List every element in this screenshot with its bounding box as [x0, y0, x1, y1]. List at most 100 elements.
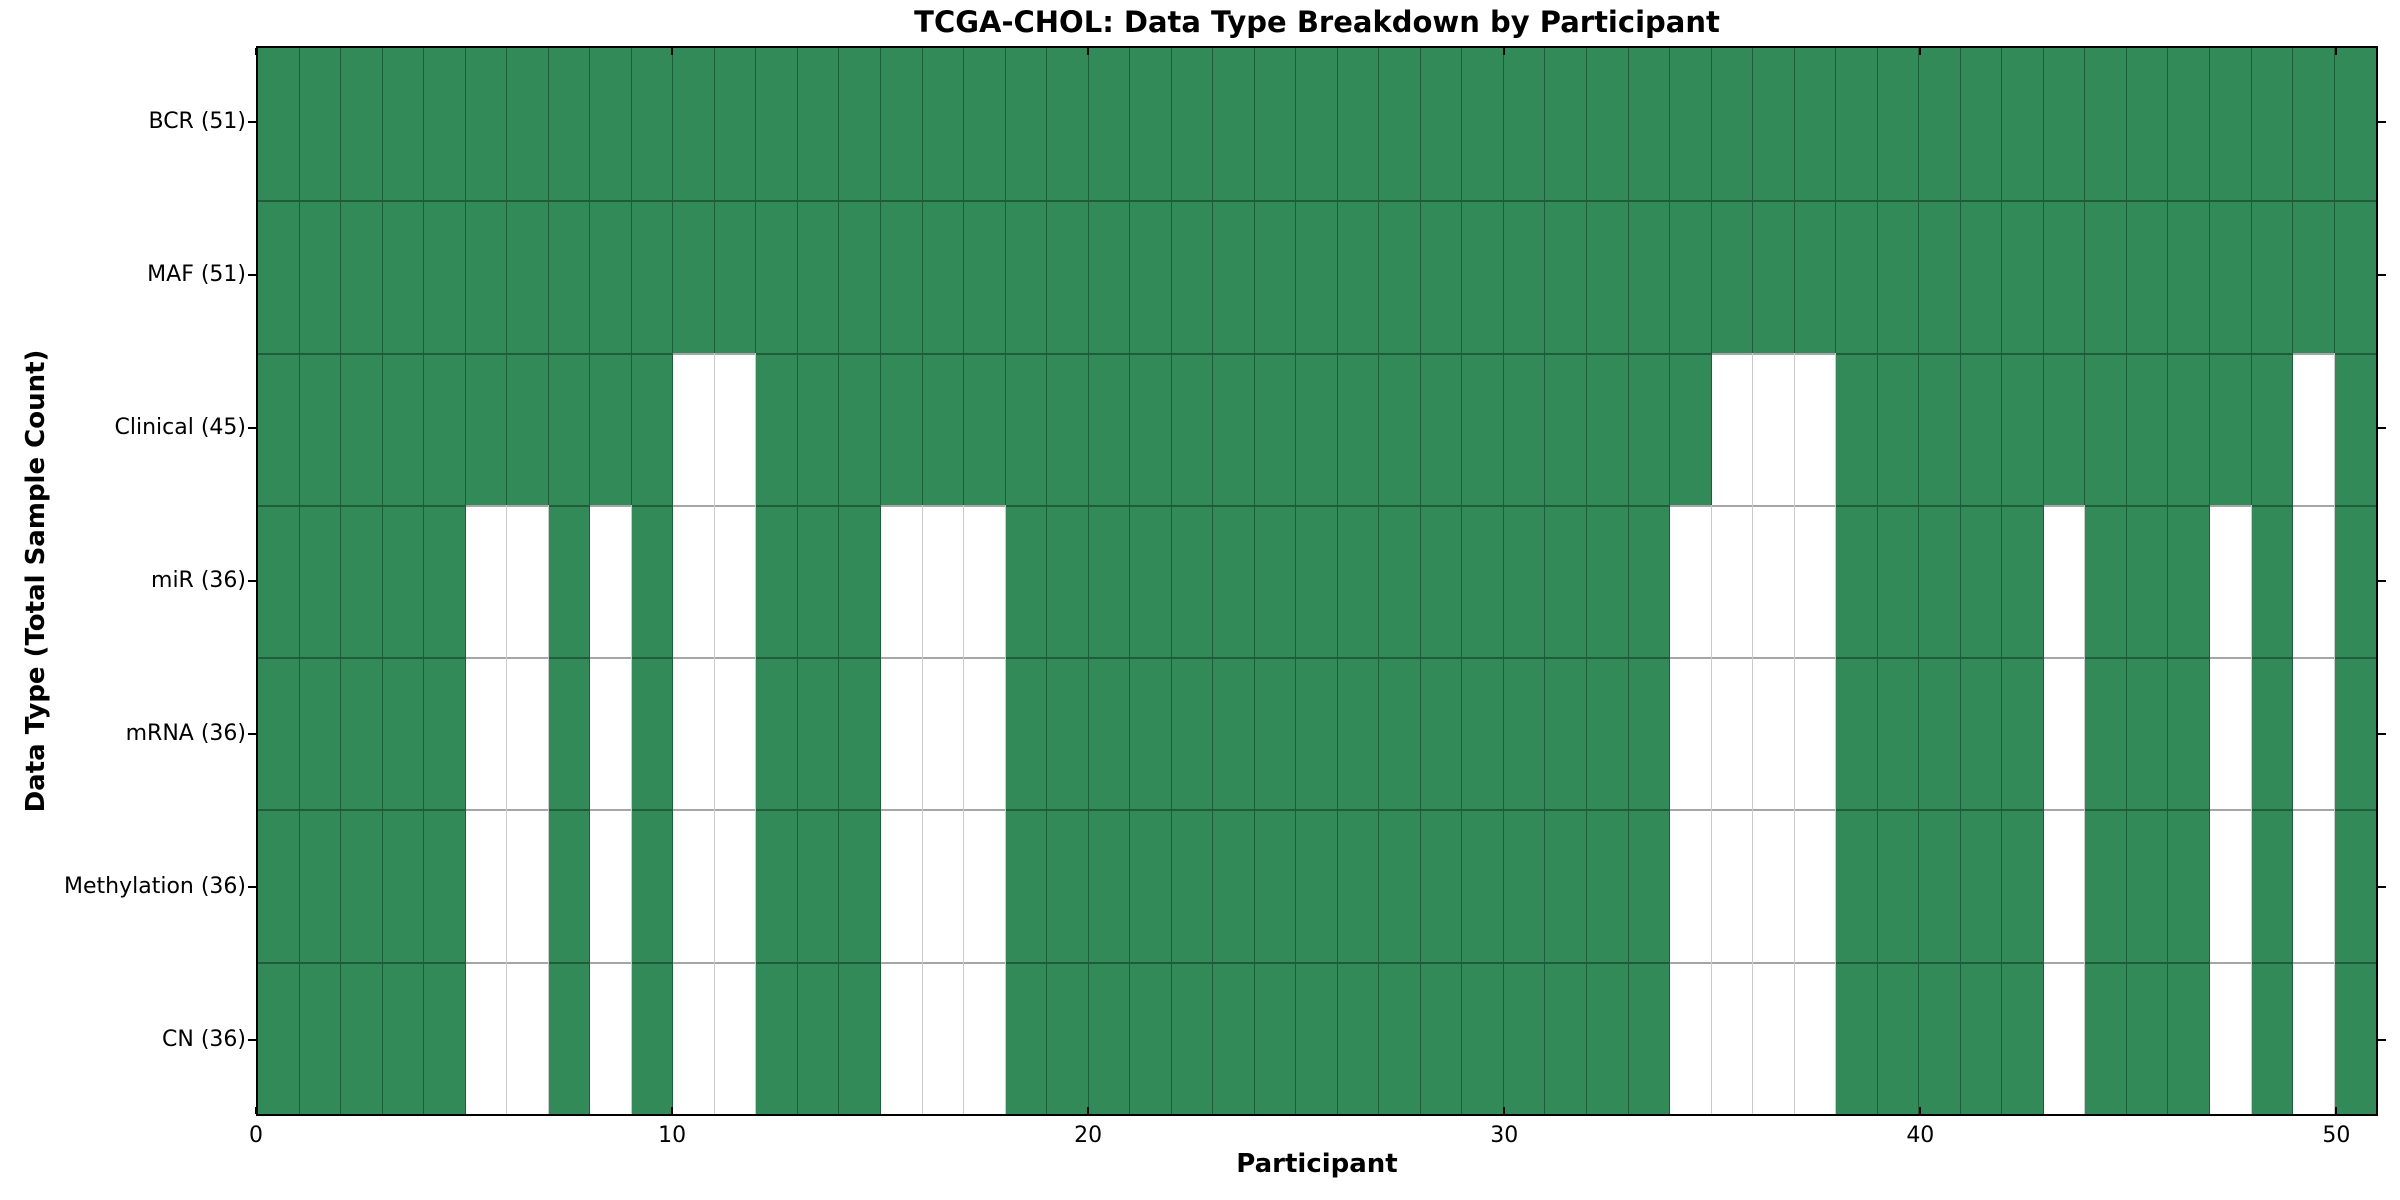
heatmap-cell — [1296, 809, 1338, 962]
heatmap-cell — [1836, 657, 1878, 810]
heatmap-cell — [631, 809, 674, 962]
heatmap-cell — [2085, 48, 2127, 201]
x-tick — [255, 1107, 257, 1114]
heatmap-cell — [1088, 961, 1131, 1114]
heatmap-cell — [2334, 48, 2377, 201]
heatmap-cell — [1462, 809, 1504, 962]
heatmap-cell — [714, 200, 757, 353]
heatmap-cell — [2251, 48, 2294, 201]
heatmap-cell — [2251, 809, 2294, 962]
heatmap-cell — [1462, 352, 1504, 505]
heatmap-cell — [1877, 200, 1920, 353]
heatmap-cell — [1254, 809, 1297, 962]
heatmap-cell — [1005, 200, 1048, 353]
heatmap-cell — [1960, 200, 2003, 353]
heatmap-cell — [424, 504, 466, 658]
heatmap-cell — [1462, 504, 1504, 658]
heatmap-cell — [2002, 504, 2044, 658]
heatmap-cell — [964, 809, 1006, 962]
heatmap-cell — [590, 352, 632, 505]
heatmap-cell — [2002, 657, 2044, 810]
heatmap-cell — [1254, 504, 1297, 658]
heatmap-cell — [1670, 48, 1712, 201]
heatmap-cell — [2126, 961, 2169, 1114]
heatmap-cell — [1628, 504, 1671, 658]
heatmap-cell — [839, 48, 881, 201]
heatmap-cell — [2334, 657, 2377, 810]
heatmap-cell — [299, 352, 342, 505]
heatmap-cell — [1047, 657, 1089, 810]
plot-area: PresentAbsent — [256, 46, 2378, 1116]
heatmap-cell — [1836, 504, 1878, 658]
heatmap-cell — [1420, 352, 1463, 505]
heatmap-cell — [382, 657, 425, 810]
heatmap-cell — [1628, 48, 1671, 201]
heatmap-cell — [880, 657, 923, 810]
heatmap-cell — [548, 48, 591, 201]
heatmap-cell — [2085, 200, 2127, 353]
heatmap-cell — [1088, 657, 1131, 810]
heatmap-cell — [1213, 657, 1255, 810]
heatmap-cell — [1877, 504, 1920, 658]
heatmap-cell — [1337, 48, 1380, 201]
heatmap-cell — [922, 352, 965, 505]
heatmap-cell — [1877, 809, 1920, 962]
heatmap-cell — [2209, 809, 2252, 962]
heatmap-cell — [590, 961, 632, 1114]
heatmap-cell — [2085, 961, 2127, 1114]
y-tick — [2378, 580, 2386, 582]
heatmap-cell — [465, 352, 508, 505]
heatmap-cell — [1337, 657, 1380, 810]
heatmap-cell — [258, 48, 300, 201]
heatmap-cell — [2168, 657, 2210, 810]
heatmap-cell — [507, 504, 549, 658]
heatmap-cell — [2251, 961, 2294, 1114]
heatmap-cell — [548, 657, 591, 810]
heatmap-cell — [2043, 48, 2086, 201]
heatmap-cell — [1462, 961, 1504, 1114]
heatmap-cell — [631, 352, 674, 505]
heatmap-cell — [2043, 961, 2086, 1114]
x-tick-label: 30 — [1490, 1123, 1519, 1148]
heatmap-cell — [673, 809, 715, 962]
heatmap-cell — [590, 504, 632, 658]
heatmap-cell — [673, 961, 715, 1114]
heatmap-cell — [507, 809, 549, 962]
heatmap-cell — [1960, 504, 2003, 658]
heatmap-cell — [1213, 504, 1255, 658]
x-tick-label: 10 — [658, 1123, 687, 1148]
heatmap-cell — [631, 200, 674, 353]
heatmap-cell — [2043, 200, 2086, 353]
heatmap-cell — [1213, 352, 1255, 505]
heatmap-cell — [341, 809, 383, 962]
heatmap-cell — [1545, 809, 1587, 962]
heatmap-cell — [548, 961, 591, 1114]
x-tick — [1503, 48, 1506, 55]
heatmap-cell — [2209, 961, 2252, 1114]
heatmap-cell — [673, 200, 715, 353]
heatmap-cell — [424, 809, 466, 962]
heatmap-cell — [258, 657, 300, 810]
heatmap-cell — [1047, 200, 1089, 353]
heatmap-cell — [2126, 200, 2169, 353]
heatmap-cell — [341, 352, 383, 505]
heatmap-cell — [1130, 352, 1172, 505]
x-tick — [671, 1107, 674, 1114]
heatmap-cell — [1130, 504, 1172, 658]
y-tick — [248, 580, 256, 582]
heatmap-cell — [258, 961, 300, 1114]
y-tick — [248, 274, 256, 277]
heatmap-cell — [1254, 48, 1297, 201]
heatmap-cell — [1213, 200, 1255, 353]
heatmap-cell — [1379, 48, 1421, 201]
heatmap-cell — [1005, 48, 1048, 201]
heatmap-cell — [1794, 961, 1837, 1114]
heatmap-cell — [1587, 961, 1629, 1114]
heatmap-cell — [2209, 352, 2252, 505]
heatmap-cell — [1753, 48, 1795, 201]
heatmap-cell — [1753, 352, 1795, 505]
x-tick-label: 40 — [1906, 1123, 1935, 1148]
heatmap-cell — [1670, 961, 1712, 1114]
heatmap-cell — [2126, 504, 2169, 658]
heatmap-cell — [1587, 809, 1629, 962]
